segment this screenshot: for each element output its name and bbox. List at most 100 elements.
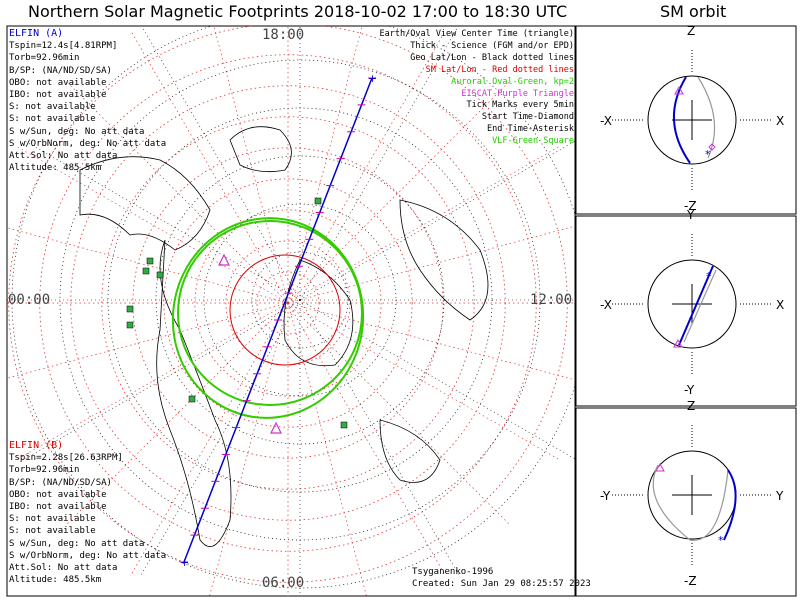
time-label-top: 18:00 — [262, 27, 305, 43]
orbit-triangle — [673, 338, 683, 348]
geo-lon-line — [139, 299, 301, 578]
eiscat-triangle — [270, 421, 282, 434]
sm-lon-line — [213, 26, 289, 304]
sm-lon-line — [7, 302, 289, 379]
sm-lat-circle — [256, 271, 320, 335]
label-bottom: -Z — [684, 574, 697, 588]
vlf-station — [314, 197, 322, 205]
sm-lon-line — [287, 26, 363, 304]
orbit-diamond — [708, 143, 716, 151]
info-line: Tspin=12.4s[4.81RPM] — [9, 41, 118, 52]
info-line: B/SP: (NA/ND/SD/SA) — [9, 477, 112, 488]
coastline — [399, 199, 489, 321]
sm-lat-circle — [194, 209, 382, 397]
geo-lon-line — [22, 299, 301, 461]
vlf-station — [126, 321, 134, 329]
sm-pole-circle — [229, 254, 341, 366]
legend-entry: Start Time-Diamond — [481, 112, 574, 123]
map-frame — [6, 25, 576, 597]
vlf-station — [146, 257, 154, 265]
info-line: Att.Sol: No att data — [9, 151, 118, 162]
label-right: X — [776, 114, 784, 128]
time-label-bottom: 06:00 — [262, 575, 305, 591]
time-label-right: 12:00 — [530, 292, 573, 308]
sm-lon-line — [66, 302, 289, 525]
info-line: Altitude: 485.5km — [9, 575, 102, 586]
sm-lon-line — [287, 302, 446, 575]
orbit-panels: * Z -Z -X X * Y -Y -X X * Z -Z -Y Y — [600, 24, 784, 588]
sm-lon-line — [130, 31, 289, 304]
coastline — [79, 156, 211, 251]
orbit-track — [723, 469, 737, 541]
orbit-triangle — [655, 462, 665, 472]
eiscat-triangle — [218, 253, 230, 266]
geo-lon-line — [299, 26, 459, 301]
label-left: -X — [600, 298, 612, 312]
legend-entry: EISCAT-Purple Triangle — [461, 88, 574, 99]
sm-lon-line — [287, 302, 367, 596]
legend-entry: Auroral Oval-Green, kp=2 — [451, 76, 574, 87]
orbit-asterisk: * — [718, 534, 724, 547]
info-line: Tspin=2.28s[26.63RPM] — [9, 453, 123, 464]
geo-lon-line — [22, 139, 301, 301]
vlf-station — [156, 271, 164, 279]
auroral-oval-outer — [171, 217, 365, 419]
legend: Earth/Oval View Center Time (triangle) Th… — [380, 29, 574, 148]
info-line: Torb=92.96min — [9, 465, 80, 476]
coastline — [379, 419, 441, 483]
earth-circle — [647, 259, 737, 349]
earth-circle — [647, 75, 737, 165]
legend-entry: Geo Lat/Lon - Black dotted lines — [410, 52, 574, 63]
orbit-panel-1: * Y -Y -X X — [600, 208, 784, 397]
sm-lon-line — [287, 302, 560, 461]
sm-orbit-title: SM orbit — [660, 2, 727, 21]
sm-lat-circle — [163, 178, 413, 428]
geo-lon-line — [299, 140, 575, 301]
label-right: X — [776, 298, 784, 312]
vlf-station — [142, 267, 150, 275]
sm-lon-line — [16, 145, 289, 304]
orbit-panel-2: * Z -Z -Y Y — [600, 399, 784, 588]
label-left: -X — [600, 114, 612, 128]
model-label: Tsyganenko-1996 — [412, 567, 494, 577]
sm-lon-line — [209, 302, 289, 596]
sm-lat-circle — [132, 147, 444, 459]
coastline — [283, 259, 354, 367]
spacecraft-name: ELFIN (A) — [9, 28, 64, 39]
info-line: S w/Sun, deg: No att data — [9, 538, 145, 549]
elfin-b-info: ELFIN (B) Tspin=2.28s[26.63RPM] Torb=92.96… — [9, 440, 166, 586]
info-line: IBO: not available — [9, 502, 107, 513]
sm-lat-circle — [225, 240, 351, 366]
info-line: S: not available — [9, 526, 96, 537]
spacecraft-name: ELFIN (B) — [9, 440, 64, 451]
info-line: OBO: not available — [9, 77, 107, 88]
info-line: S: not available — [9, 514, 96, 525]
legend-entry: Thick - Science (FGM and/or EPD) — [410, 40, 574, 51]
vlf-station — [126, 305, 134, 313]
orbit-panel-0: * Z -Z -X X — [600, 24, 784, 213]
info-line: S w/OrbNorm, deg: No att data — [9, 550, 167, 561]
info-line: B/SP: (NA/ND/SD/SA) — [9, 65, 112, 76]
coastline — [229, 126, 292, 173]
legend-entry: Tick Marks every 5min — [466, 100, 574, 111]
sm-lon-line — [130, 302, 289, 575]
sm-lon-line — [7, 227, 289, 304]
sm-lon-line — [287, 225, 575, 304]
orbit-shadow — [683, 269, 717, 343]
vlf-station — [340, 421, 348, 429]
orbit-shadow — [697, 76, 716, 159]
label-bottom: -Z — [684, 199, 697, 213]
sm-lon-line — [287, 302, 575, 381]
auroral-oval-inner — [177, 220, 363, 406]
elfin-a-info: ELFIN (A) Tspin=12.4s[4.81RPM] Torb=92.96m… — [9, 28, 166, 174]
polar-map: ++ — [7, 26, 575, 596]
orbit-track — [678, 265, 714, 346]
label-right: Y — [775, 489, 784, 503]
sm-lon-line — [287, 81, 510, 304]
info-line: IBO: not available — [9, 90, 107, 101]
legend-entry: End Time-Asterisk — [487, 124, 574, 135]
sm-lat-circle — [101, 116, 475, 490]
sm-lon-line — [66, 81, 289, 304]
start-marker: + — [180, 556, 189, 569]
